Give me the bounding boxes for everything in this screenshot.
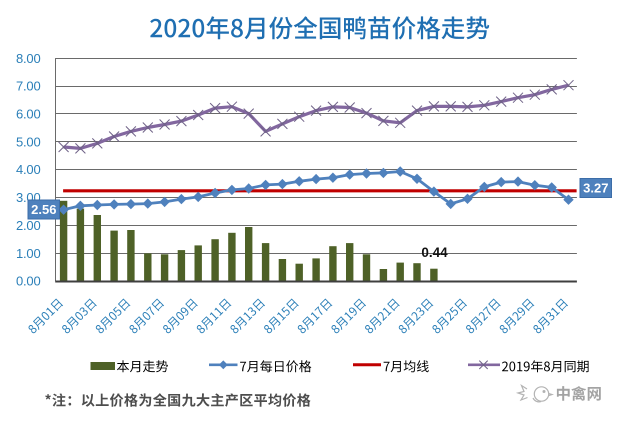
svg-text:1.00: 1.00 [16,246,41,261]
svg-text:0.00: 0.00 [16,274,41,289]
svg-text:2.56: 2.56 [31,202,56,217]
svg-text:7.00: 7.00 [16,79,41,94]
svg-text:6.00: 6.00 [16,107,41,122]
svg-text:0.44: 0.44 [421,245,448,260]
svg-text:4.00: 4.00 [16,162,41,177]
svg-text:8.00: 8.00 [16,51,41,66]
svg-text:5.00: 5.00 [16,134,41,149]
svg-text:3.27: 3.27 [583,181,608,196]
svg-text:2.00: 2.00 [16,218,41,233]
